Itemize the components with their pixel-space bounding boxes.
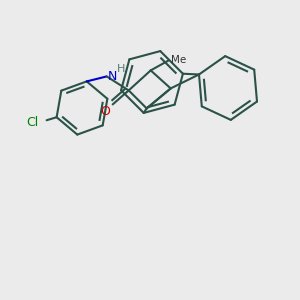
Text: H: H — [117, 64, 125, 74]
Text: Cl: Cl — [26, 116, 39, 129]
Text: N: N — [108, 70, 117, 83]
Text: O: O — [100, 105, 110, 119]
Text: Me: Me — [171, 56, 186, 65]
